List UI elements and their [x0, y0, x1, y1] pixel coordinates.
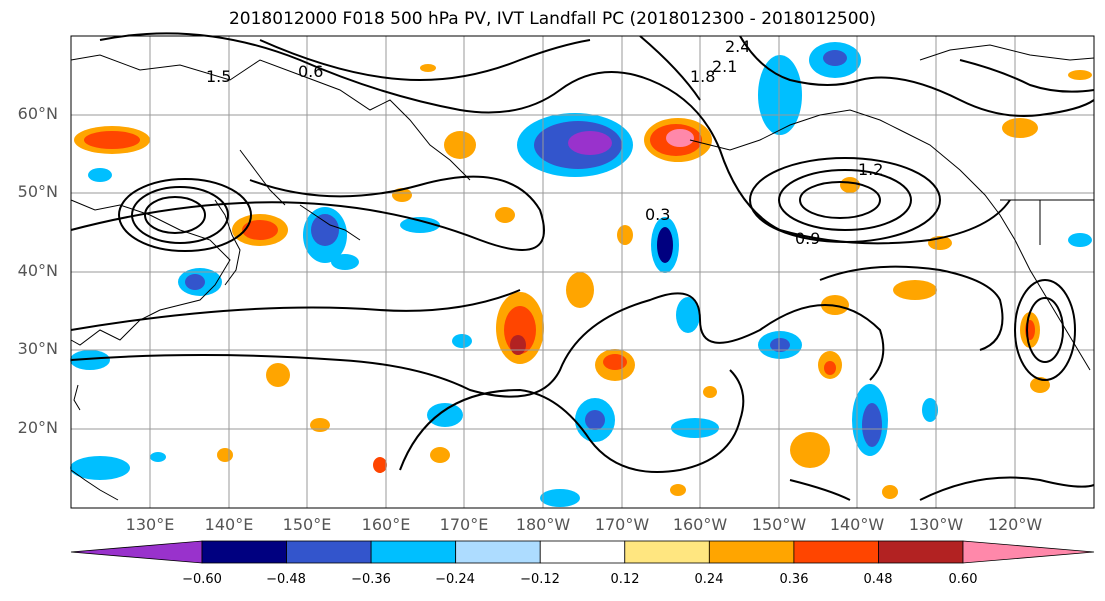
- colorbar-tick: 0.24: [694, 572, 724, 587]
- colorbar-tick: 0.36: [779, 572, 809, 587]
- lon-label: 150°W: [751, 515, 807, 534]
- lon-label: 170°W: [594, 515, 650, 534]
- lat-label: 20°N: [17, 418, 58, 437]
- colorbar-bin: [70, 540, 203, 564]
- lon-label: 170°E: [439, 515, 489, 534]
- contour-label: 0.3: [645, 205, 670, 224]
- colorbar-tick: 0.12: [610, 572, 640, 587]
- lat-label: 40°N: [17, 261, 58, 280]
- colorbar-bin: [793, 540, 879, 564]
- lon-label: 140°W: [829, 515, 885, 534]
- lon-label: 130°E: [125, 515, 175, 534]
- contour-label: 2.4: [725, 37, 750, 56]
- colorbar-tick: −0.60: [182, 572, 222, 587]
- negative-anomaly: [70, 42, 1092, 507]
- contour-labels: 2.4 2.1 1.8 1.5 1.2 0.9 0.6 0.3: [206, 37, 883, 248]
- colorbar-bin: [455, 540, 541, 564]
- colorbar-bin: [201, 540, 287, 564]
- positive-anomaly: [74, 64, 1092, 499]
- colorbar-bin: [370, 540, 457, 564]
- lon-label: 160°W: [672, 515, 728, 534]
- colorbar-tick: 0.60: [948, 572, 978, 587]
- colorbar-bin: [708, 540, 795, 564]
- colorbar-bin: [878, 540, 964, 564]
- colorbar-tick: −0.24: [435, 572, 475, 587]
- colorbar-bin: [962, 540, 1095, 564]
- lon-label: 160°E: [361, 515, 411, 534]
- shading-layer: [70, 42, 1092, 507]
- colorbar-bin: [624, 540, 710, 564]
- contour-label: 0.6: [298, 62, 323, 81]
- map-title: 2018012000 F018 500 hPa PV, IVT Landfall…: [228, 9, 876, 29]
- lat-label: 50°N: [17, 182, 58, 201]
- colorbar-tick: −0.36: [351, 572, 391, 587]
- contour-label: 1.8: [690, 67, 715, 86]
- colorbar-tick: 0.48: [863, 572, 893, 587]
- contour-label: 1.2: [858, 160, 883, 179]
- coastlines: [70, 44, 1095, 501]
- graticule: [71, 36, 1094, 508]
- contour-label: 2.1: [712, 57, 737, 76]
- map-border: [70, 35, 1095, 509]
- contour-label: 0.9: [795, 229, 820, 248]
- colorbar-tick: −0.48: [266, 572, 306, 587]
- colorbar-tick: −0.12: [520, 572, 560, 587]
- pv-contours: [70, 32, 1095, 501]
- contour-label: 1.5: [206, 67, 231, 86]
- colorbar-bin: [286, 540, 372, 564]
- lon-label: 140°E: [204, 515, 254, 534]
- colorbar-bin: [539, 540, 626, 564]
- lat-label: 60°N: [17, 104, 58, 123]
- lon-label: 120°W: [987, 515, 1043, 534]
- lon-label: 180°W: [515, 515, 571, 534]
- colorbar: [70, 540, 1095, 564]
- lon-label: 150°E: [282, 515, 332, 534]
- lat-label: 30°N: [17, 339, 58, 358]
- lon-label: 130°W: [908, 515, 964, 534]
